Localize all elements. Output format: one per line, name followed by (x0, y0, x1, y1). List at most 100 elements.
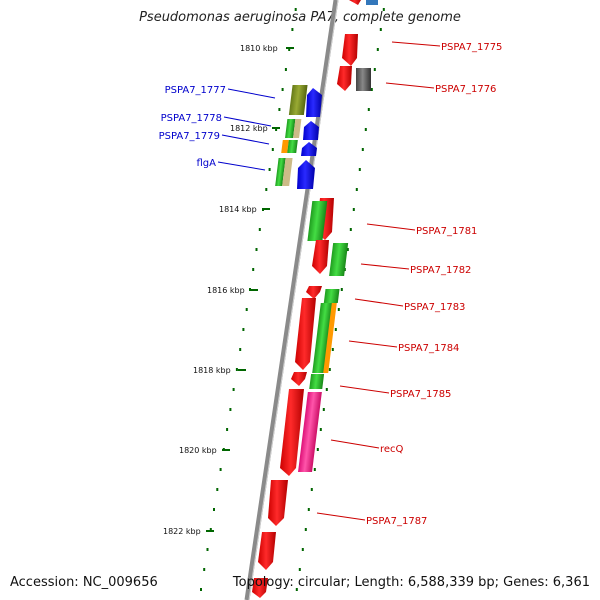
gene-cog-1784-orange (323, 303, 337, 373)
guide-dot (325, 388, 328, 391)
guide-dot (209, 528, 212, 531)
gene-arrow-flgA (297, 160, 315, 189)
leader-line (366, 223, 416, 231)
backbone-highlight (248, 0, 339, 600)
gene-label-1784[interactable]: PSPA7_1784 (398, 343, 459, 354)
gene-cog-recQ (298, 392, 322, 472)
guide-dot (268, 168, 271, 171)
gene-label-1776[interactable]: PSPA7_1776 (435, 84, 496, 95)
gene-arrow-1777 (306, 88, 322, 117)
guide-dot (319, 428, 322, 431)
guide-dot (284, 68, 287, 71)
gene-label-1781[interactable]: PSPA7_1781 (416, 226, 477, 237)
guide-dot (358, 168, 361, 171)
left-labels: PSPA7_1777 PSPA7_1778 PSPA7_1779 flgA (159, 85, 276, 171)
gene-label-flgA[interactable]: flgA (197, 158, 217, 169)
guide-dot (278, 108, 281, 111)
gene-arrow-1776 (337, 66, 352, 91)
guide-dot (235, 368, 238, 371)
guide-dot (379, 28, 382, 31)
guide-dot (373, 68, 376, 71)
gene-label-1779[interactable]: PSPA7_1779 (159, 131, 220, 142)
gene-cog-1779-orange (281, 140, 289, 153)
ruler-tick-label: 1810 kbp (240, 44, 278, 53)
guide-dot (213, 508, 215, 511)
leader-line (391, 41, 441, 47)
guide-dot (295, 588, 298, 591)
ruler: 1810 kbp 1812 kbp 1814 kbp 1816 kbp 1818… (163, 44, 294, 536)
gene-label-1785[interactable]: PSPA7_1785 (390, 389, 451, 400)
guide-dot (298, 568, 301, 571)
leader-line (330, 439, 380, 449)
gene-cog-1778-green (285, 119, 296, 138)
gene-cog-1781 (307, 201, 328, 241)
leader-line (339, 385, 390, 394)
gene-cog-1777 (288, 85, 308, 115)
guide-dot (313, 468, 316, 471)
tick-dots-right (295, 8, 385, 591)
guide-dot (239, 348, 242, 351)
gene-label-1775[interactable]: PSPA7_1775 (441, 42, 502, 53)
ruler-tick-label: 1820 kbp (179, 446, 217, 455)
gene-partial-top-red (349, 0, 361, 5)
gene-arrow-recQ (280, 389, 304, 476)
gene-cog-1783 (323, 289, 340, 303)
guide-dot (376, 48, 379, 51)
gene-label-1783[interactable]: PSPA7_1783 (404, 302, 465, 313)
guide-dot (337, 308, 340, 311)
gene-cog-1784-green (312, 303, 333, 373)
guide-dot (255, 248, 258, 251)
backbone-line (244, 0, 339, 600)
right-labels: PSPA7_1775 PSPA7_1776 PSPA7_1781 PSPA7_1… (316, 41, 502, 527)
gene-arrow-1782 (312, 240, 329, 274)
gene-label-recQ[interactable]: recQ (380, 444, 404, 455)
guide-dot (370, 88, 373, 91)
leader-line (360, 263, 410, 270)
guide-dot (352, 208, 355, 211)
guide-dot (258, 228, 261, 231)
guide-dot (226, 428, 229, 431)
gene-cog-1776 (356, 68, 371, 91)
guide-dot (271, 148, 274, 151)
leader-line (221, 134, 270, 145)
gene-arrow-bottom-a (258, 532, 276, 570)
gene-arrow-bottom-b (252, 578, 268, 598)
guide-dot (265, 188, 268, 191)
guide-dot (328, 368, 331, 371)
guide-dot (364, 128, 367, 131)
ruler-tick-label: 1818 kbp (193, 366, 231, 375)
guide-dot (229, 408, 232, 411)
accession-label: Accession: NC_009656 (10, 575, 158, 590)
gene-label-1778[interactable]: PSPA7_1778 (161, 113, 222, 124)
gene-label-1782[interactable]: PSPA7_1782 (410, 265, 471, 276)
guide-dot (200, 588, 202, 591)
guide-dot (355, 188, 358, 191)
guide-dot (294, 8, 297, 11)
leader-line (223, 116, 272, 127)
guide-dot (288, 48, 291, 51)
ruler-tick-label: 1814 kbp (219, 205, 257, 214)
gene-cog-flgA-green (275, 158, 286, 186)
gene-label-1787[interactable]: PSPA7_1787 (366, 516, 427, 527)
guide-dot (367, 108, 370, 111)
guide-dot (281, 88, 284, 91)
gene-arrow-1775 (342, 34, 358, 66)
ruler-tick-label: 1816 kbp (207, 286, 245, 295)
guide-dot (232, 388, 235, 391)
gene-label-1777[interactable]: PSPA7_1777 (165, 85, 226, 96)
leader-line (385, 82, 435, 89)
ruler-tick-label: 1812 kbp (230, 124, 268, 133)
guide-dot (301, 548, 304, 551)
gene-cog-1778-tan (293, 119, 302, 138)
guide-dot (382, 8, 385, 11)
map-title: Pseudomonas aeruginosa PA7, complete gen… (139, 10, 461, 25)
gene-arrow-1787 (268, 480, 288, 526)
guide-dot (340, 288, 343, 291)
guide-dot (252, 268, 255, 271)
guide-dot (346, 248, 349, 251)
gene-arrow-1779 (301, 142, 317, 156)
guide-dot (322, 408, 325, 411)
guide-dot (316, 448, 319, 451)
guide-dot (203, 568, 206, 571)
